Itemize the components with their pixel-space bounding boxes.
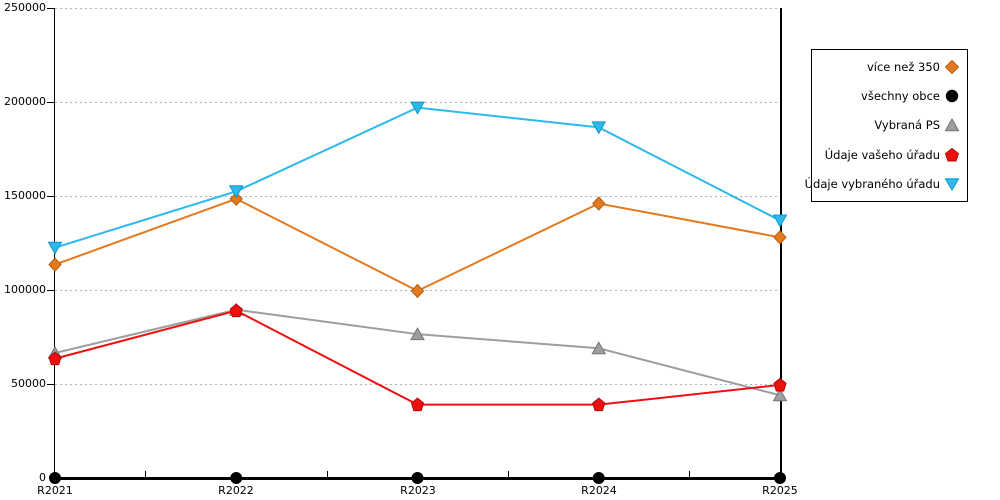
pentagon-marker-icon — [945, 147, 959, 162]
triangle-up-marker-icon — [591, 341, 607, 355]
y-tickmark — [47, 102, 55, 103]
pentagon-marker-icon — [48, 351, 62, 366]
legend-item-udaje-vaseho-uradu: Údaje vašeho úřadu — [812, 147, 967, 162]
y-tickmark — [47, 384, 55, 385]
legend-item-vybrana-ps: Vybraná PS — [812, 118, 967, 132]
triangle-down-marker-icon — [228, 185, 244, 199]
gridline-50000 — [55, 384, 780, 385]
y-tick-label-50000: 50000 — [11, 377, 46, 390]
x-tick-label-r2024: R2024 — [581, 484, 617, 497]
diamond-marker-icon — [410, 283, 425, 299]
series-line-4 — [54, 106, 781, 249]
triangle-down-marker-icon — [772, 214, 788, 228]
legend-label: Vybraná PS — [874, 118, 940, 133]
pentagon-marker-icon — [773, 377, 787, 392]
triangle-down-marker-icon — [410, 101, 425, 115]
chart-series-layer — [47, 101, 788, 484]
diamond-marker-icon — [592, 196, 606, 211]
y-tick-label-100000: 100000 — [4, 283, 46, 296]
series-line-0 — [54, 197, 781, 293]
pentagon-marker-icon — [592, 397, 606, 412]
y-tick-label-0: 0 — [39, 471, 46, 484]
gridline-250000 — [55, 8, 780, 9]
y-tickmark — [47, 290, 55, 291]
x-tick-label-r2021: R2021 — [37, 484, 73, 497]
diamond-marker-icon — [773, 230, 787, 245]
legend-label: všechny obce — [861, 89, 940, 104]
x-minor-tick — [145, 471, 146, 478]
x-tick-label-r2025: R2025 — [762, 484, 798, 497]
pentagon-marker-icon — [410, 397, 425, 412]
circle-marker-icon — [945, 89, 959, 103]
triangle-down-marker-icon — [945, 178, 959, 192]
diamond-marker-icon — [48, 257, 62, 272]
legend-item-vice-nez-350: více než 350 — [812, 59, 967, 74]
legend-item-udaje-vybraneho-uradu: Údaje vybraného úřadu — [805, 177, 967, 192]
legend-item-vsechny-obce: všechny obce — [812, 89, 967, 103]
y-tick-label-200000: 200000 — [4, 95, 46, 108]
circle-marker-icon — [411, 472, 424, 484]
legend-label: více než 350 — [866, 59, 940, 74]
y-tickmark — [47, 8, 55, 9]
series-line-3 — [54, 309, 781, 406]
circle-marker-icon — [592, 472, 605, 484]
series-line-2 — [54, 308, 781, 397]
triangle-down-marker-icon — [47, 241, 63, 255]
x-minor-tick — [689, 471, 690, 478]
triangle-down-marker-icon — [591, 121, 607, 135]
legend: více než 350 všechny obce Vybraná PS Úda… — [805, 49, 968, 202]
y-tick-label-250000: 250000 — [4, 1, 46, 14]
diamond-marker-icon — [945, 59, 959, 74]
triangle-up-marker-icon — [772, 388, 788, 402]
gridline-150000 — [55, 196, 780, 197]
triangle-up-marker-icon — [945, 118, 959, 132]
circle-marker-icon — [49, 472, 61, 484]
x-tick-label-r2022: R2022 — [218, 484, 254, 497]
diamond-marker-icon — [229, 191, 243, 207]
x-tick-label-r2023: R2023 — [400, 484, 436, 497]
x-minor-tick — [327, 471, 328, 478]
legend-label: Údaje vybraného úřadu — [804, 177, 940, 192]
y-tickmark — [47, 196, 55, 197]
x-minor-tick — [508, 471, 509, 478]
circle-marker-icon — [230, 472, 243, 484]
y-tick-label-150000: 150000 — [4, 189, 46, 202]
plot-area — [47, 8, 788, 484]
triangle-up-marker-icon — [410, 327, 425, 341]
legend-label: Údaje vašeho úřadu — [824, 147, 940, 162]
circle-marker-icon — [774, 472, 786, 484]
pentagon-marker-icon — [229, 303, 243, 318]
